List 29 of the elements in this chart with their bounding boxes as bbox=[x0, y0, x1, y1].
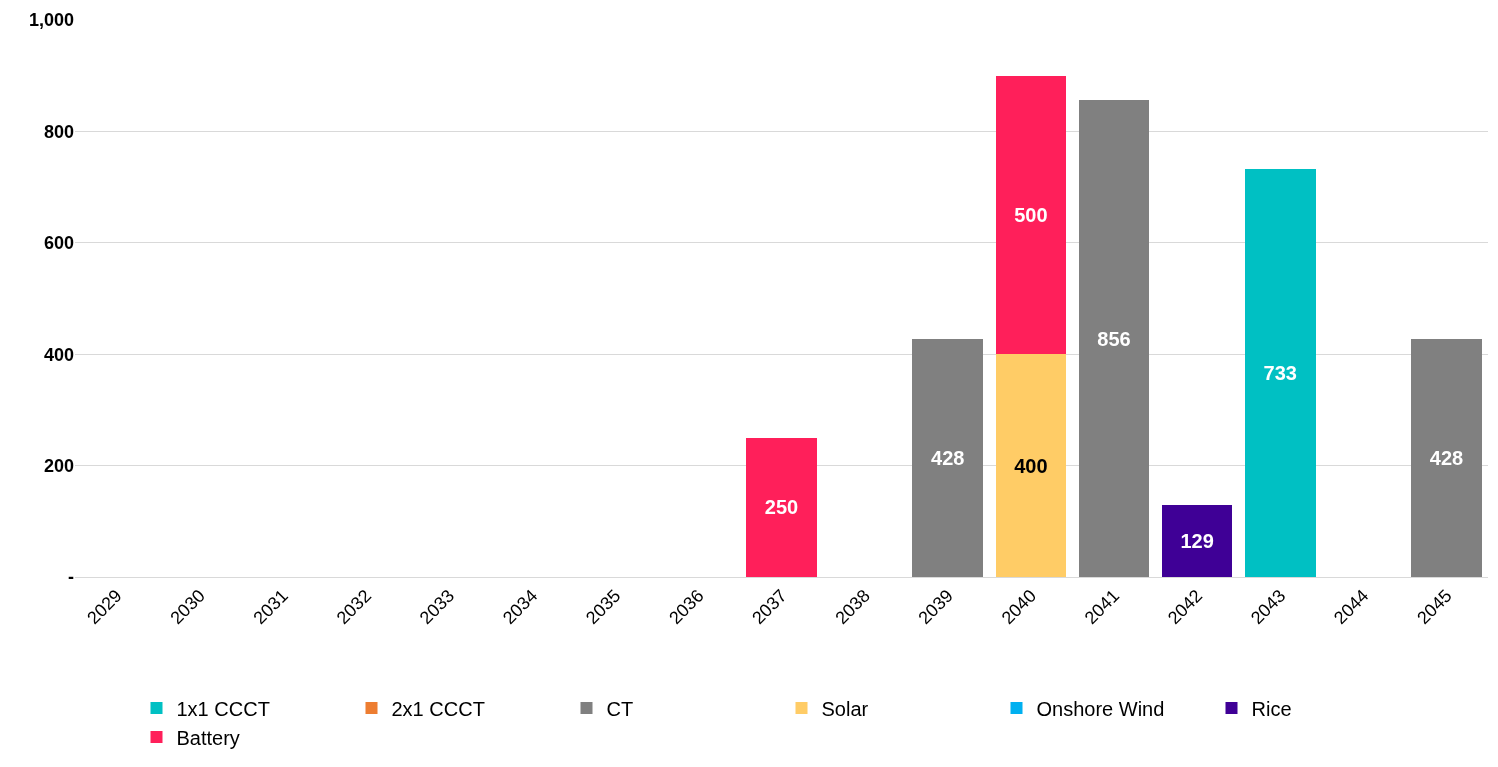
data-label: 500 bbox=[1014, 203, 1048, 226]
legend-label: CT bbox=[606, 697, 634, 720]
bar bbox=[1411, 338, 1482, 577]
bar bbox=[995, 354, 1067, 577]
bar bbox=[1078, 100, 1150, 577]
y-tick-label: 800 bbox=[43, 121, 74, 142]
data-label: 400 bbox=[1014, 454, 1048, 477]
bar bbox=[1244, 168, 1316, 577]
data-label: 250 bbox=[764, 496, 799, 519]
y-tick-label: 200 bbox=[43, 455, 74, 476]
y-tick-label: 400 bbox=[43, 344, 74, 365]
legend-label: 1x1 CCCT bbox=[176, 697, 270, 720]
data-label: 428 bbox=[1429, 446, 1464, 469]
data-label: 129 bbox=[1180, 530, 1214, 553]
y-tick-label: 1,000 bbox=[28, 10, 74, 31]
bar bbox=[912, 338, 984, 577]
legend-label: Rice bbox=[1251, 697, 1292, 720]
bar bbox=[1161, 505, 1233, 577]
data-label: 856 bbox=[1097, 327, 1131, 350]
bar bbox=[995, 75, 1067, 355]
y-tick-label: - bbox=[68, 567, 74, 588]
legend-label: Solar bbox=[821, 697, 869, 720]
bar bbox=[746, 437, 817, 577]
data-label: 733 bbox=[1263, 361, 1297, 384]
legend-label: Onshore Wind bbox=[1036, 697, 1165, 720]
legend-label: Battery bbox=[176, 726, 240, 749]
legend-label: 2x1 CCCT bbox=[391, 697, 485, 720]
data-label: 428 bbox=[931, 446, 965, 469]
y-tick-label: 600 bbox=[43, 233, 74, 254]
